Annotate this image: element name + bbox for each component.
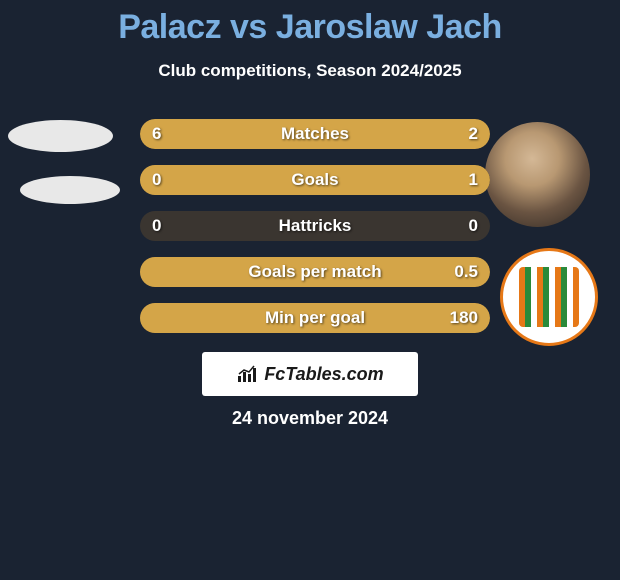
stat-label: Hattricks (140, 211, 490, 241)
stat-label: Goals (140, 165, 490, 195)
stat-label: Goals per match (140, 257, 490, 287)
stat-label: Matches (140, 119, 490, 149)
date-text: 24 november 2024 (0, 408, 620, 429)
stat-row-matches: 6 Matches 2 (0, 119, 620, 149)
stat-label: Min per goal (140, 303, 490, 333)
chart-icon (236, 364, 258, 384)
stat-value-right: 0.5 (454, 257, 478, 287)
stat-value-right: 0 (469, 211, 478, 241)
stat-row-min-per-goal: Min per goal 180 (0, 303, 620, 333)
brand-badge[interactable]: FcTables.com (202, 352, 418, 396)
subtitle: Club competitions, Season 2024/2025 (0, 61, 620, 81)
stat-value-right: 180 (450, 303, 478, 333)
page-title: Palacz vs Jaroslaw Jach (0, 0, 620, 47)
stat-row-goals: 0 Goals 1 (0, 165, 620, 195)
stat-value-right: 2 (469, 119, 478, 149)
stat-value-right: 1 (469, 165, 478, 195)
stats-container: 6 Matches 2 0 Goals 1 0 Hattricks 0 Goal… (0, 119, 620, 333)
brand-text: FcTables.com (264, 364, 383, 385)
stat-row-hattricks: 0 Hattricks 0 (0, 211, 620, 241)
stat-row-goals-per-match: Goals per match 0.5 (0, 257, 620, 287)
